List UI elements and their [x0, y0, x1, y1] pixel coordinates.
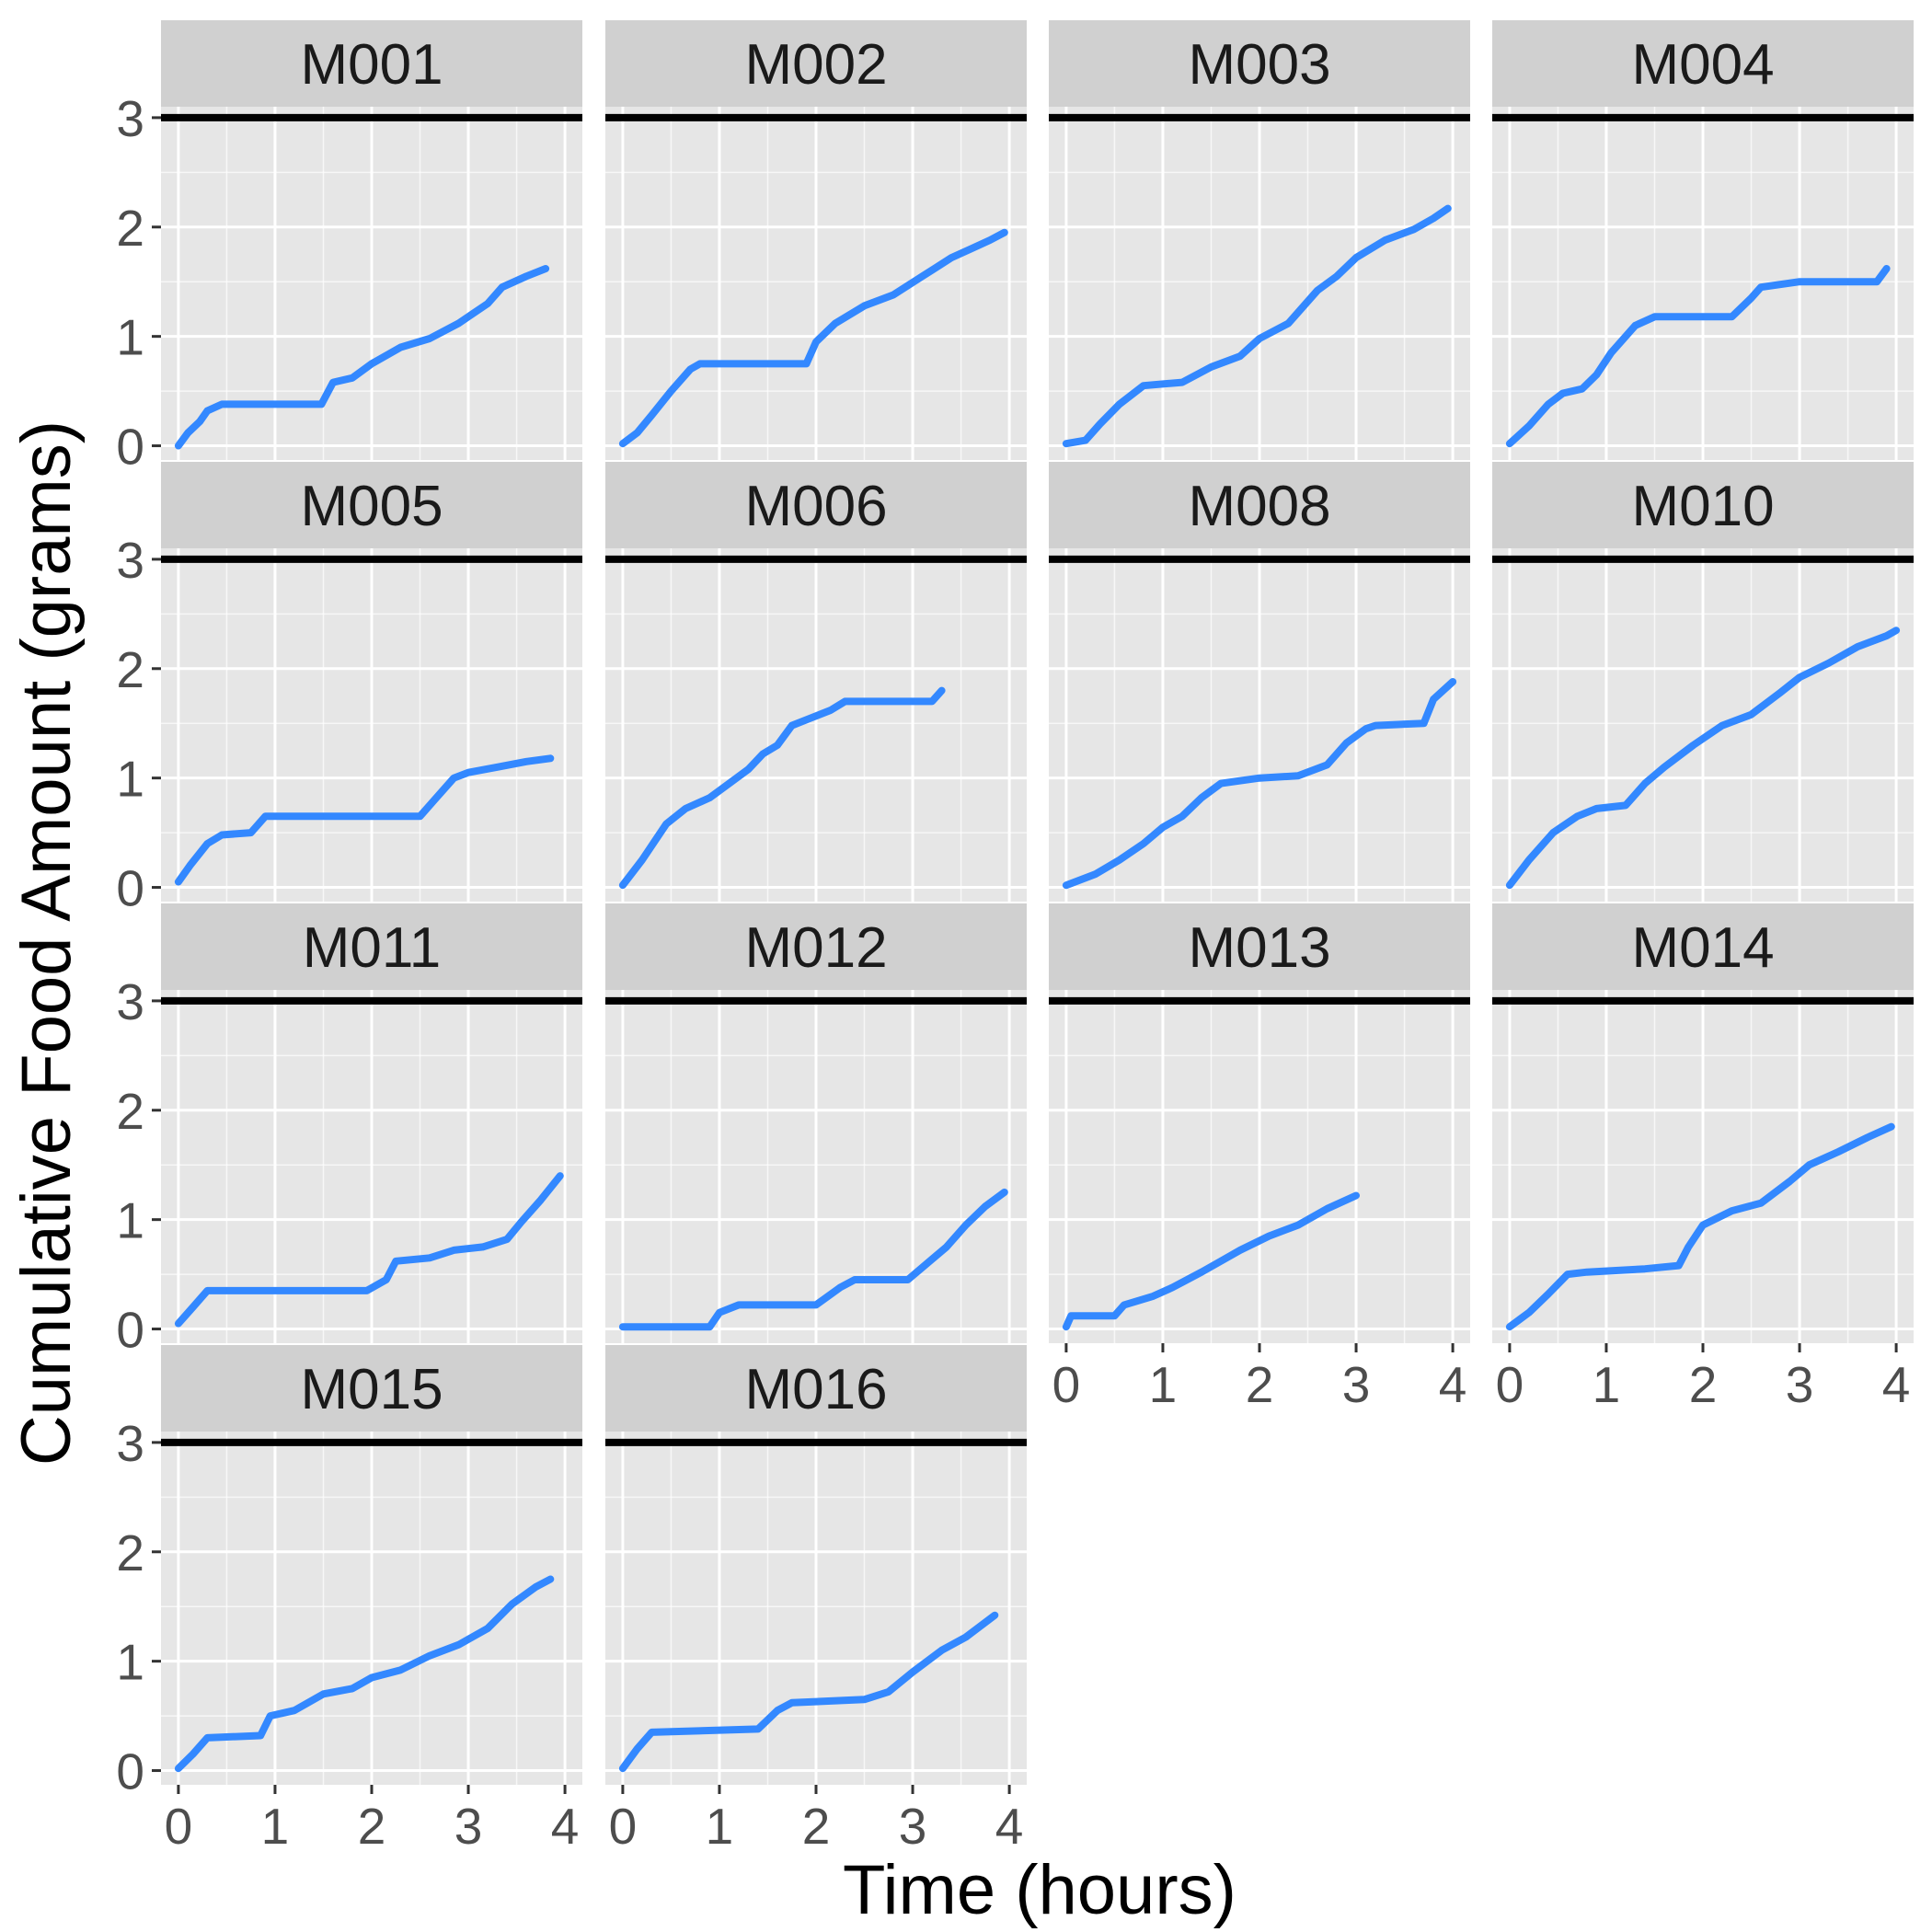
x-axis-title: Time (hours) [843, 1851, 1236, 1929]
series-line-M003 [1062, 204, 1452, 448]
series-line-M004 [1505, 265, 1891, 448]
strip-background [1049, 903, 1470, 990]
x-tick-label: 1 [261, 1798, 290, 1855]
strip-background [1492, 903, 1914, 990]
strip-background [605, 20, 1027, 107]
x-tick-label: 3 [899, 1798, 927, 1855]
strip-background [605, 462, 1027, 548]
strip-label: M015 [300, 1358, 443, 1421]
y-tick-label: 2 [116, 641, 144, 698]
facet-panel-M011: M011 0 1 2 3 [116, 903, 582, 1359]
series-line-M015 [174, 1575, 555, 1773]
y-axis-title: Cumulative Food Amount (grams) [7, 420, 86, 1466]
facet-panel-M012: M012 [605, 903, 1027, 1343]
y-tick-label: 2 [116, 1524, 144, 1581]
y-tick-label: 0 [116, 860, 144, 917]
strip-label: M005 [300, 475, 443, 538]
y-tick-label: 0 [116, 1743, 144, 1800]
y-tick-label: 3 [116, 90, 144, 147]
facet-panel-M005: M005 0 1 2 3 [116, 462, 582, 917]
series-line-M014 [1505, 1122, 1895, 1331]
y-tick-label: 0 [116, 419, 144, 476]
x-tick-label: 2 [1689, 1356, 1718, 1413]
strip-label: M010 [1631, 475, 1774, 538]
strip-background [161, 903, 582, 990]
x-tick-label: 0 [609, 1798, 638, 1855]
series-line-M006 [618, 686, 946, 890]
strip-label: M016 [744, 1358, 887, 1421]
x-tick-label: 0 [1496, 1356, 1524, 1413]
x-tick-label: 4 [1439, 1356, 1467, 1413]
x-tick-label: 2 [1246, 1356, 1274, 1413]
strip-background [161, 462, 582, 548]
y-tick-label: 1 [116, 1634, 144, 1691]
strip-background [1492, 462, 1914, 548]
strip-label: M012 [744, 916, 887, 980]
y-tick-label: 1 [116, 751, 144, 808]
x-tick-label: 4 [995, 1798, 1024, 1855]
strip-label: M011 [303, 916, 442, 980]
facet-panel-M003: M003 [1049, 20, 1470, 460]
x-tick-label: 0 [1052, 1356, 1081, 1413]
y-tick-label: 3 [116, 532, 144, 589]
x-tick-label: 3 [454, 1798, 483, 1855]
x-tick-label: 1 [706, 1798, 734, 1855]
facet-panel-M004: M004 [1492, 20, 1914, 460]
facet-panel-M014: M014 0 1 2 3 4 [1492, 903, 1914, 1413]
y-tick-label: 2 [116, 200, 144, 257]
y-tick-label: 2 [116, 1083, 144, 1140]
facet-panel-M016: M016 0 1 2 3 4 [605, 1345, 1027, 1855]
x-tick-label: 4 [551, 1798, 580, 1855]
strip-label: M008 [1188, 475, 1330, 538]
series-line-M001 [174, 265, 550, 450]
strip-background [605, 903, 1027, 990]
facet-panel-M006: M006 [605, 462, 1027, 902]
strip-label: M002 [744, 33, 887, 97]
strip-label: M004 [1631, 33, 1774, 97]
x-tick-label: 1 [1593, 1356, 1621, 1413]
facet-panel-M001: M001 0 1 2 3 [116, 20, 582, 476]
series-line-M012 [618, 1188, 1008, 1331]
panels-group: M001 0 1 2 3 M002 M003 M004 M005 0 1 2 3 M006 M008 M010… [116, 20, 1914, 1855]
series-line-M002 [618, 228, 1008, 448]
facet-panel-M010: M010 [1492, 462, 1914, 902]
strip-background [605, 1345, 1027, 1432]
strip-label: M013 [1188, 916, 1330, 980]
series-line-M005 [174, 754, 555, 886]
series-line-M008 [1062, 678, 1457, 890]
strip-background [161, 1345, 582, 1432]
x-tick-label: 2 [358, 1798, 386, 1855]
strip-label: M006 [744, 475, 887, 538]
x-tick-label: 1 [1149, 1356, 1178, 1413]
x-tick-label: 0 [165, 1798, 193, 1855]
strip-label: M003 [1188, 33, 1330, 97]
x-tick-label: 4 [1882, 1356, 1911, 1413]
strip-background [1049, 462, 1470, 548]
series-line-M016 [618, 1611, 999, 1773]
series-line-M011 [174, 1172, 564, 1328]
series-line-M010 [1505, 627, 1901, 890]
y-tick-label: 0 [116, 1302, 144, 1359]
y-tick-label: 1 [116, 1192, 144, 1249]
facet-panel-M008: M008 [1049, 462, 1470, 902]
y-tick-label: 1 [116, 309, 144, 366]
facet-panel-M002: M002 [605, 20, 1027, 460]
strip-label: M014 [1631, 916, 1774, 980]
strip-background [161, 20, 582, 107]
strip-label: M001 [300, 33, 443, 97]
facet-panel-M013: M013 0 1 2 3 4 [1049, 903, 1470, 1413]
x-tick-label: 3 [1786, 1356, 1814, 1413]
y-tick-label: 3 [116, 1415, 144, 1472]
y-tick-label: 3 [116, 973, 144, 1030]
series-line-M013 [1062, 1191, 1360, 1331]
facet-panel-M015: M015 0 1 2 3 0 1 2 3 4 [116, 1345, 582, 1855]
strip-background [1049, 20, 1470, 107]
x-tick-label: 3 [1342, 1356, 1371, 1413]
x-tick-label: 2 [802, 1798, 831, 1855]
strip-background [1492, 20, 1914, 107]
